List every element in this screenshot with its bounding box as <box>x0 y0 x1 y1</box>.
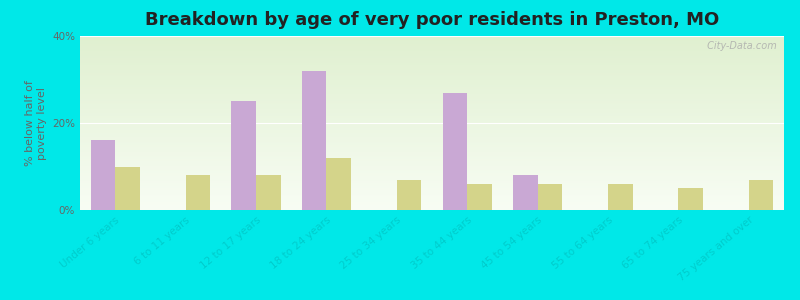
Bar <box>186 175 210 210</box>
Bar <box>115 167 140 210</box>
Bar <box>256 175 281 210</box>
Bar <box>302 71 326 210</box>
Bar <box>397 179 422 210</box>
Bar <box>513 175 538 210</box>
Text: City-Data.com: City-Data.com <box>704 41 777 51</box>
Bar <box>467 184 492 210</box>
Bar <box>678 188 703 210</box>
Bar <box>90 140 115 210</box>
Bar <box>231 101 256 210</box>
Bar <box>538 184 562 210</box>
Bar <box>749 179 774 210</box>
Title: Breakdown by age of very poor residents in Preston, MO: Breakdown by age of very poor residents … <box>145 11 719 29</box>
Bar <box>608 184 633 210</box>
Y-axis label: % below half of
poverty level: % below half of poverty level <box>25 80 46 166</box>
Bar <box>326 158 351 210</box>
Bar <box>442 93 467 210</box>
